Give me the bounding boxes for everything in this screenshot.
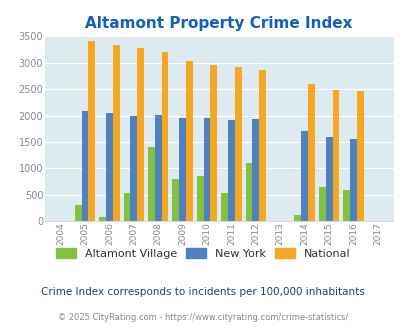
Bar <box>185 61 192 221</box>
Text: Crime Index corresponds to incidents per 100,000 inhabitants: Crime Index corresponds to incidents per… <box>41 287 364 297</box>
Bar <box>179 118 185 221</box>
Bar <box>113 45 119 221</box>
Bar <box>147 147 154 221</box>
Bar <box>234 67 241 221</box>
Bar <box>294 215 301 221</box>
Bar <box>221 193 228 221</box>
Bar <box>88 41 95 221</box>
Bar <box>75 205 81 221</box>
Bar <box>154 115 161 221</box>
Bar <box>106 114 113 221</box>
Bar <box>332 90 339 221</box>
Title: Altamont Property Crime Index: Altamont Property Crime Index <box>85 16 352 31</box>
Bar <box>196 176 203 221</box>
Bar <box>356 91 363 221</box>
Bar <box>325 137 332 221</box>
Bar <box>81 111 88 221</box>
Bar <box>349 139 356 221</box>
Bar <box>343 190 349 221</box>
Bar <box>245 163 252 221</box>
Bar <box>307 84 314 221</box>
Bar <box>228 120 234 221</box>
Bar <box>210 65 217 221</box>
Bar <box>301 131 307 221</box>
Bar <box>137 49 144 221</box>
Bar <box>259 70 265 221</box>
Bar <box>318 187 325 221</box>
Bar <box>123 193 130 221</box>
Bar <box>172 180 179 221</box>
Text: © 2025 CityRating.com - https://www.cityrating.com/crime-statistics/: © 2025 CityRating.com - https://www.city… <box>58 313 347 322</box>
Legend: Altamont Village, New York, National: Altamont Village, New York, National <box>51 244 354 263</box>
Bar <box>130 115 137 221</box>
Bar <box>252 119 259 221</box>
Bar <box>203 118 210 221</box>
Bar <box>161 51 168 221</box>
Bar <box>99 217 106 221</box>
